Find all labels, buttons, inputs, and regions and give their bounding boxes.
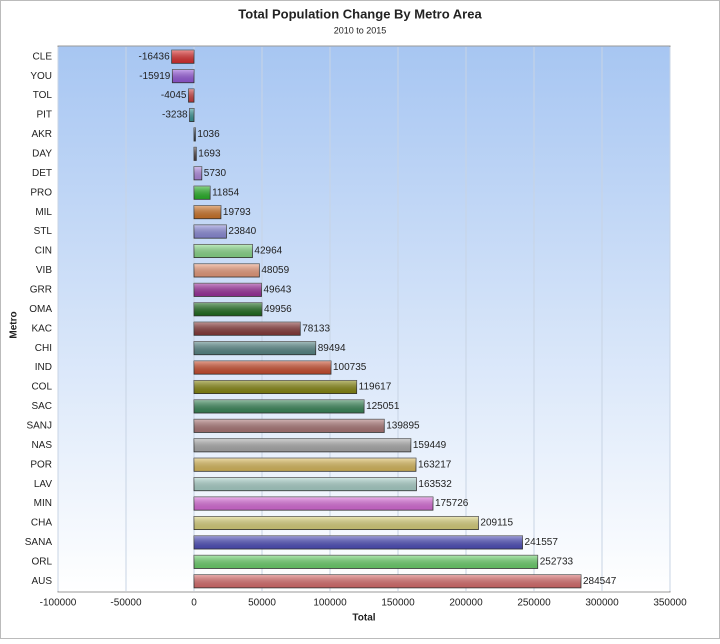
y-tick-label: ORL bbox=[31, 556, 52, 567]
value-label: 119617 bbox=[359, 382, 392, 393]
bar bbox=[193, 399, 365, 414]
bar bbox=[193, 243, 253, 259]
bar bbox=[188, 88, 195, 103]
value-label: 175726 bbox=[435, 498, 469, 509]
x-tick-label: -50000 bbox=[110, 598, 142, 609]
y-tick-label: STL bbox=[34, 226, 53, 237]
y-tick-label: PIT bbox=[36, 110, 52, 121]
x-tick-label: 350000 bbox=[653, 598, 687, 609]
y-tick-label: GRR bbox=[30, 284, 52, 295]
bar bbox=[193, 127, 196, 142]
bar bbox=[193, 263, 260, 278]
bar bbox=[193, 515, 479, 531]
x-tick-label: 50000 bbox=[248, 598, 276, 609]
value-label: 241557 bbox=[525, 537, 559, 548]
value-label: -3238 bbox=[162, 110, 188, 121]
x-tick-label: 0 bbox=[191, 598, 197, 609]
value-label: 1036 bbox=[197, 129, 220, 140]
y-tick-label: SANA bbox=[25, 537, 53, 548]
y-tick-label: LAV bbox=[34, 479, 52, 490]
bar bbox=[193, 185, 211, 200]
x-tick-label: -100000 bbox=[40, 598, 77, 609]
bar bbox=[171, 49, 195, 64]
value-label: 78133 bbox=[302, 323, 330, 334]
value-label: 42964 bbox=[254, 246, 282, 257]
y-tick-label: CHI bbox=[35, 343, 52, 354]
y-tick-label: CHA bbox=[31, 518, 52, 529]
value-label: 139895 bbox=[386, 420, 420, 431]
bar bbox=[193, 438, 412, 453]
bar bbox=[193, 282, 262, 297]
y-tick-label: CIN bbox=[35, 246, 52, 257]
value-label: 89494 bbox=[318, 343, 346, 354]
bar bbox=[193, 146, 197, 161]
bar bbox=[193, 341, 317, 356]
value-label: 48059 bbox=[261, 265, 289, 276]
y-tick-label: VIB bbox=[36, 265, 52, 276]
y-tick-label: MIL bbox=[35, 207, 52, 218]
value-label: 49643 bbox=[264, 284, 292, 295]
bar bbox=[193, 418, 385, 433]
value-label: -15919 bbox=[139, 71, 171, 82]
y-tick-label: POR bbox=[30, 459, 52, 470]
value-label: 163532 bbox=[418, 479, 452, 490]
y-tick-label: COL bbox=[31, 382, 52, 393]
value-label: 100735 bbox=[333, 362, 367, 373]
bar bbox=[193, 166, 203, 181]
bar bbox=[193, 574, 582, 589]
value-label: 11854 bbox=[212, 187, 240, 198]
bar bbox=[171, 69, 195, 84]
chart-subtitle: 2010 to 2015 bbox=[334, 25, 387, 35]
bar bbox=[193, 379, 358, 395]
value-label: 5730 bbox=[204, 168, 227, 179]
bar bbox=[193, 496, 434, 511]
y-tick-label: DET bbox=[32, 168, 52, 179]
value-label: 163217 bbox=[418, 459, 452, 470]
chart-title: Total Population Change By Metro Area bbox=[238, 6, 482, 21]
y-axis-title: Metro bbox=[9, 311, 20, 338]
y-tick-label: IND bbox=[35, 362, 52, 373]
bar bbox=[193, 535, 523, 550]
y-tick-label: SANJ bbox=[26, 420, 52, 431]
value-label: 252733 bbox=[540, 556, 574, 567]
y-tick-label: AUS bbox=[31, 576, 52, 587]
x-tick-label: 150000 bbox=[381, 598, 415, 609]
value-label: 23840 bbox=[228, 226, 256, 237]
x-tick-label: 200000 bbox=[449, 598, 483, 609]
value-label: 159449 bbox=[413, 440, 447, 451]
y-tick-label: AKR bbox=[31, 129, 52, 140]
bar bbox=[193, 457, 417, 472]
value-label: 19793 bbox=[223, 207, 251, 218]
y-tick-label: MIN bbox=[34, 498, 52, 509]
bar bbox=[193, 302, 263, 317]
y-tick-label: NAS bbox=[31, 440, 52, 451]
bar bbox=[193, 477, 417, 492]
value-label: -16436 bbox=[139, 51, 171, 62]
y-tick-label: TOL bbox=[33, 90, 53, 101]
bar bbox=[193, 321, 301, 336]
y-tick-label: PRO bbox=[30, 187, 52, 198]
y-tick-label: DAY bbox=[32, 148, 52, 159]
bar bbox=[189, 107, 195, 123]
value-label: -4045 bbox=[161, 90, 187, 101]
y-tick-label: SAC bbox=[31, 401, 52, 412]
value-label: 1693 bbox=[198, 148, 221, 159]
value-label: 209115 bbox=[480, 518, 513, 529]
x-axis-title: Total bbox=[352, 613, 375, 624]
value-label: 125051 bbox=[366, 401, 400, 412]
y-tick-label: OMA bbox=[29, 304, 52, 315]
bar bbox=[193, 205, 222, 220]
y-tick-label: CLE bbox=[33, 51, 53, 62]
value-label: 284547 bbox=[583, 576, 617, 587]
x-tick-label: 100000 bbox=[313, 598, 347, 609]
bar bbox=[193, 224, 227, 239]
y-tick-label: YOU bbox=[30, 71, 52, 82]
bar bbox=[193, 554, 539, 569]
bar bbox=[193, 360, 332, 375]
x-tick-label: 250000 bbox=[517, 598, 551, 609]
x-tick-label: 300000 bbox=[585, 598, 619, 609]
value-label: 49956 bbox=[264, 304, 292, 315]
y-tick-label: KAC bbox=[31, 323, 52, 334]
